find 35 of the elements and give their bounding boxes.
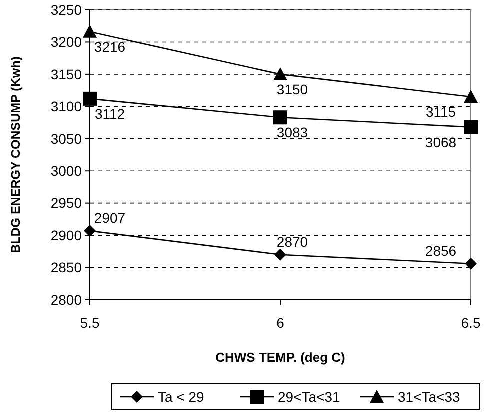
y-tick-label: 2850: [50, 260, 82, 276]
data-label: 2870: [276, 234, 308, 250]
x-tick-label: 6: [276, 315, 285, 331]
x-axis-title: CHWS TEMP. (deg C): [216, 350, 346, 365]
legend-label: Ta < 29: [158, 388, 205, 405]
data-label: 3150: [276, 81, 308, 98]
data-label: 3112: [94, 106, 126, 122]
y-tick-label: 3000: [50, 163, 82, 180]
point: [274, 248, 286, 261]
y-tick-label: 2950: [50, 195, 82, 212]
data-label: 2856: [425, 242, 457, 259]
point: [464, 120, 478, 134]
x-tick-label: 5.5: [80, 315, 100, 331]
x-tick-label: 6.5: [461, 315, 481, 331]
point: [274, 110, 288, 125]
data-label: 2907: [94, 210, 126, 226]
legend-label: 29<Ta<31: [278, 388, 340, 405]
point: [465, 258, 477, 270]
point: [83, 92, 97, 106]
y-tick-label: 3100: [50, 98, 82, 115]
y-tick-label: 3150: [50, 66, 82, 82]
y-tick-label: 3200: [50, 34, 82, 50]
y-tick-label: 3250: [50, 2, 82, 18]
data-label: 3083: [276, 124, 308, 141]
y-axis-title: BLDG ENERGY CONSUMP (Kwh): [9, 56, 23, 254]
legend-label: 31<Ta<33: [398, 388, 460, 405]
point: [84, 225, 96, 238]
data-label: 3115: [426, 104, 456, 120]
point: [83, 24, 97, 38]
point: [274, 67, 288, 80]
y-tick-label: 2800: [50, 292, 82, 308]
y-tick-label: 3050: [50, 130, 82, 147]
point: [464, 90, 478, 103]
data-label: 3216: [94, 38, 126, 55]
y-tick-label: 2900: [50, 227, 82, 244]
